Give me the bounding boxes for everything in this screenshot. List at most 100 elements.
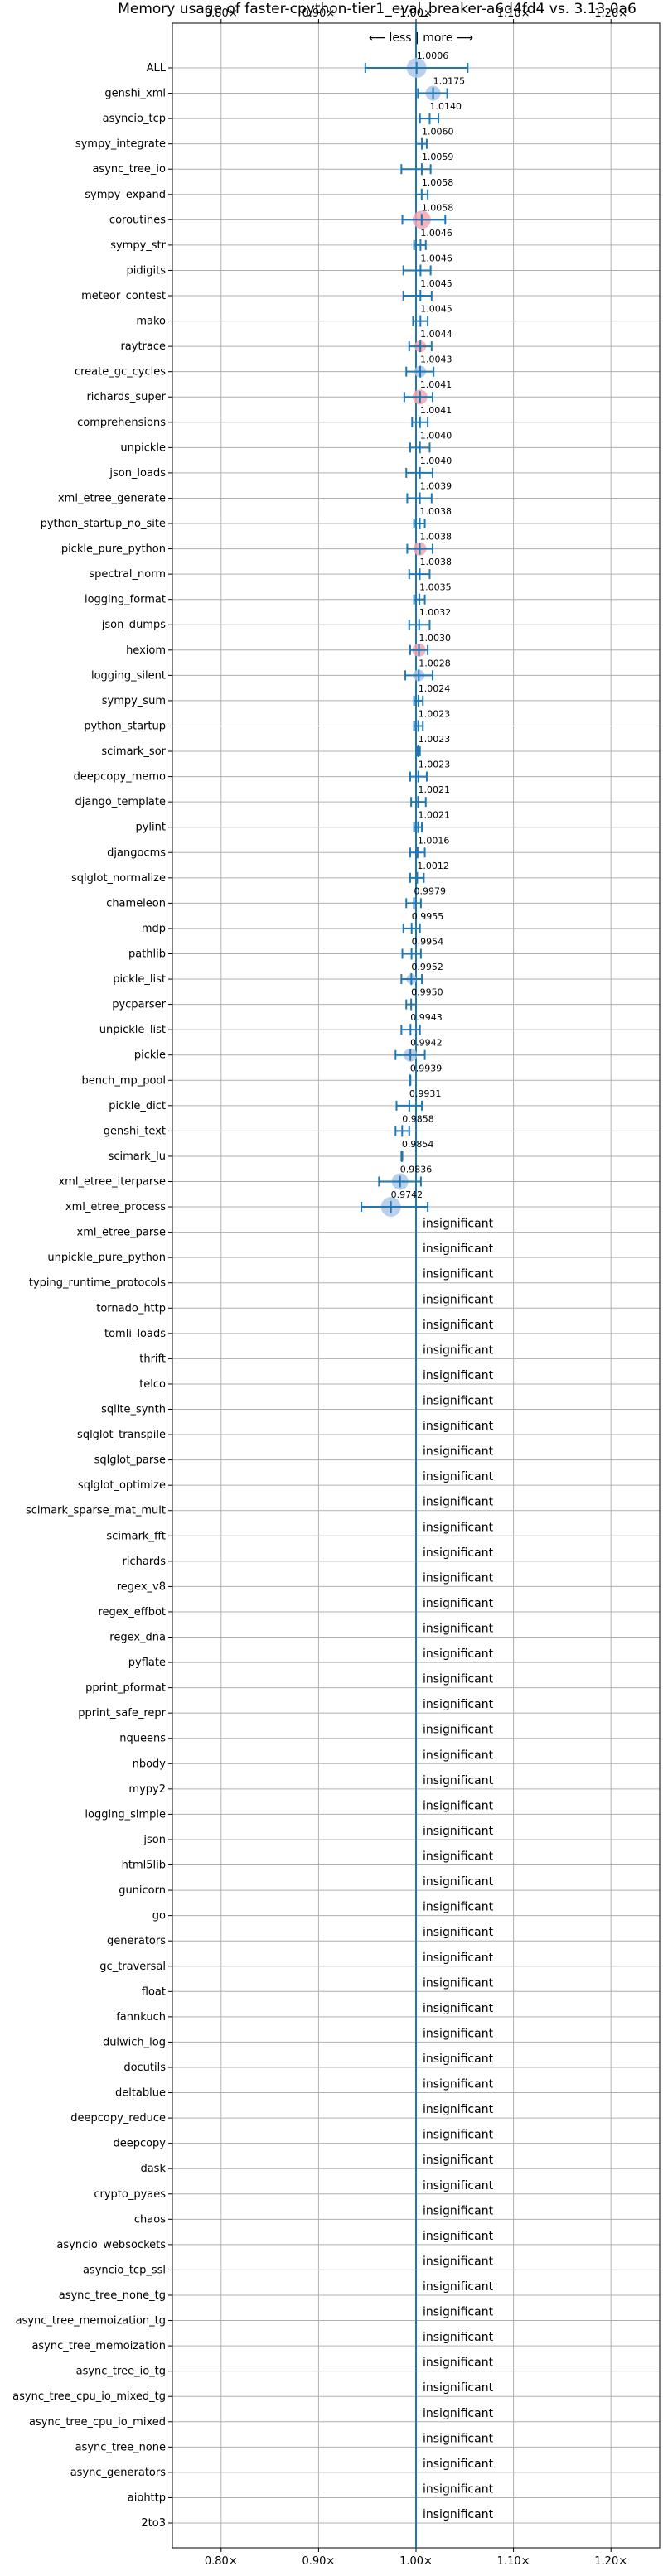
direction-label: ⟵ less | more ⟶ [369, 31, 473, 45]
value-label: 1.0021 [418, 810, 450, 821]
category-label: deepcopy_memo [74, 771, 166, 784]
category-label: async_tree_memoization [31, 2340, 166, 2352]
x-tick-label-bottom: 1.10× [497, 2555, 530, 2568]
category-label: pidigits [127, 264, 167, 277]
value-label: 1.0046 [420, 253, 452, 263]
category-label: scimark_sor [101, 745, 166, 758]
insignificant-label: insignificant [423, 2204, 494, 2217]
value-label: 0.9854 [402, 1139, 434, 1150]
category-label: sqlglot_transpile [77, 1429, 166, 1441]
insignificant-label: insignificant [423, 1395, 494, 1408]
chart-title: Memory usage of faster-cpython-tier1_eva… [118, 1, 636, 17]
category-label: unpickle_pure_python [47, 1252, 166, 1264]
category-label: docutils [123, 2062, 166, 2074]
category-label: json_dumps [101, 619, 166, 631]
insignificant-label: insignificant [423, 2482, 494, 2496]
category-label: json [143, 1834, 166, 1846]
category-label: coroutines [109, 214, 166, 226]
category-label: spectral_norm [89, 568, 166, 581]
value-label: 0.9942 [410, 1038, 443, 1049]
insignificant-label: insignificant [423, 1875, 494, 1889]
x-tick-label-bottom: 1.20× [594, 2555, 627, 2568]
insignificant-label: insignificant [423, 1698, 494, 1711]
value-label: 1.0040 [420, 430, 452, 441]
category-label: xml_etree_generate [58, 492, 166, 504]
category-label: genshi_xml [104, 88, 166, 100]
category-label: go [152, 1910, 166, 1922]
x-tick-label-top: 1.20× [594, 7, 627, 20]
value-label: 0.9858 [402, 1113, 433, 1124]
category-label: hexiom [126, 644, 166, 657]
category-label: fannkuch [116, 2011, 166, 2024]
category-label: chameleon [106, 897, 166, 909]
value-label: 0.9954 [412, 936, 444, 947]
insignificant-label: insignificant [423, 1369, 494, 1382]
value-label: 0.9939 [410, 1063, 443, 1073]
category-label: mypy2 [128, 1783, 166, 1796]
insignificant-label: insignificant [423, 2230, 494, 2243]
value-label: 1.0058 [422, 202, 454, 213]
insignificant-label: insignificant [423, 1825, 494, 1838]
category-label: scimark_sparse_mat_mult [26, 1505, 166, 1517]
value-label: 1.0023 [419, 760, 451, 770]
insignificant-label: insignificant [423, 1268, 494, 1281]
category-label: unpickle_list [99, 1024, 166, 1036]
insignificant-label: insignificant [423, 2508, 494, 2521]
category-label: logging_silent [91, 669, 166, 682]
labels-layer: 0.80× 0.80× 0.90× 0.90× 1.00× 1.00× 1.10× 1.10×… [12, 7, 627, 2568]
category-label: async_tree_memoization_tg [16, 2315, 166, 2328]
value-label: 0.9742 [391, 1189, 423, 1200]
insignificant-label: insignificant [423, 1951, 494, 1965]
insignificant-label: insignificant [423, 1470, 494, 1483]
x-tick-label-top: 0.80× [205, 7, 238, 20]
category-label: richards [123, 1556, 167, 1568]
category-label: thrift [139, 1353, 166, 1365]
category-label: bench_mp_pool [81, 1074, 166, 1087]
value-label: 1.0038 [419, 506, 452, 517]
category-label: ALL [147, 62, 167, 75]
insignificant-label: insignificant [423, 2129, 494, 2142]
insignificant-label: insignificant [423, 1597, 494, 1610]
value-label: 1.0038 [419, 557, 452, 567]
category-label: typing_runtime_protocols [29, 1277, 166, 1290]
category-label: nbody [133, 1758, 167, 1770]
value-label: 1.0045 [420, 278, 452, 289]
category-label: async_tree_none [75, 2441, 166, 2453]
value-label: 1.0044 [420, 329, 452, 340]
category-label: logging_simple [85, 1808, 166, 1821]
insignificant-label: insignificant [423, 2103, 494, 2116]
x-tick-label-bottom: 1.00× [399, 2555, 433, 2568]
category-label: regex_dna [109, 1632, 166, 1644]
insignificant-label: insignificant [423, 2255, 494, 2268]
category-label: sympy_integrate [75, 138, 166, 151]
category-label: sqlite_synth [101, 1404, 166, 1416]
value-label: 1.0060 [422, 127, 454, 137]
value-label: 1.0024 [419, 683, 451, 694]
category-label: logging_format [85, 594, 166, 606]
category-label: pathlib [128, 948, 166, 960]
category-label: async_generators [70, 2467, 167, 2479]
category-label: raytrace [120, 340, 166, 353]
category-label: dulwich_log [103, 2036, 166, 2048]
value-label: 1.0040 [420, 456, 452, 466]
category-label: asyncio_websockets [56, 2239, 166, 2251]
category-label: pickle_list [113, 973, 166, 986]
category-label: html5lib [122, 1860, 166, 1872]
value-label: 1.0140 [429, 101, 462, 112]
category-label: async_tree_cpu_io_mixed [29, 2416, 166, 2429]
insignificant-label: insignificant [423, 1724, 494, 1737]
value-label: 1.0059 [422, 152, 453, 162]
category-label: xml_etree_iterparse [58, 1175, 166, 1188]
category-label: python_startup_no_site [41, 518, 166, 530]
insignificant-label: insignificant [423, 2154, 494, 2167]
category-label: pickle_dict [109, 1100, 166, 1112]
axis-layer [168, 19, 661, 2552]
category-label: telco [139, 1378, 166, 1391]
category-label: pickle [134, 1049, 166, 1062]
category-label: deltablue [115, 2087, 166, 2100]
category-label: unpickle [120, 441, 166, 454]
insignificant-label: insignificant [423, 1571, 494, 1585]
category-label: pickle_pure_python [61, 543, 166, 556]
category-label: pprint_pformat [85, 1682, 166, 1695]
category-label: async_tree_io [92, 163, 166, 176]
